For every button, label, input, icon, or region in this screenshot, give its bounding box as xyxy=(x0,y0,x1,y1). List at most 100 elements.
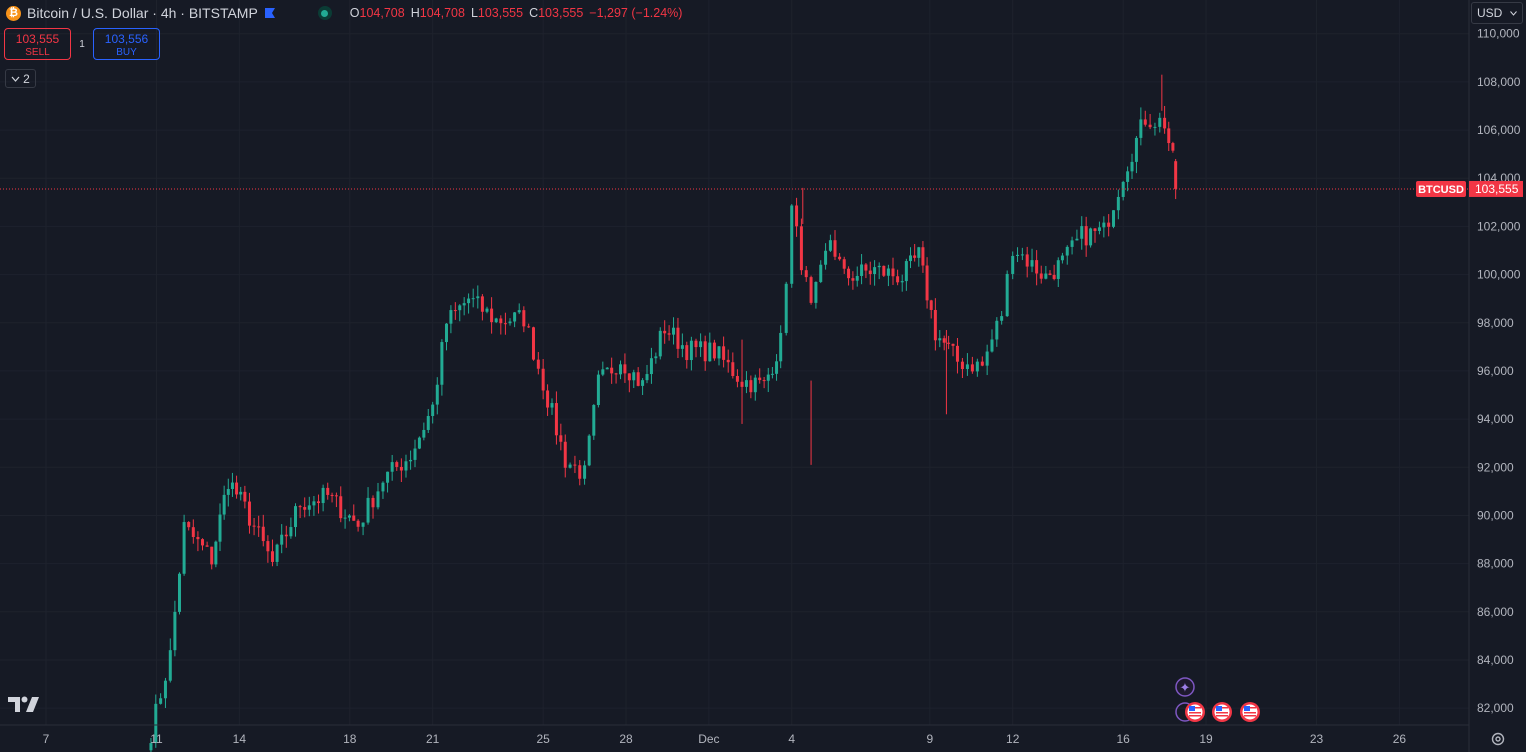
tradingview-logo-icon[interactable] xyxy=(8,695,40,713)
candle-body xyxy=(583,465,587,479)
candle-body xyxy=(266,541,270,552)
ohlc-low-label: L xyxy=(470,6,478,20)
candle-body xyxy=(929,300,933,310)
candle-body xyxy=(766,374,770,381)
sell-button[interactable]: 103,555 SELL xyxy=(4,28,71,60)
currency-select[interactable]: USD xyxy=(1471,2,1523,24)
candle-body xyxy=(541,368,545,391)
candle-body xyxy=(205,545,209,547)
candle-body xyxy=(790,205,794,284)
currency-value: USD xyxy=(1477,6,1503,20)
candle-body xyxy=(163,680,167,699)
candle-body xyxy=(703,341,707,362)
candle-body xyxy=(951,343,955,346)
candle-body xyxy=(770,373,774,375)
x-axis[interactable]: 7 11 14 18 21 25 28 Dec 4 9 12 16 19 23 26 xyxy=(43,732,1407,746)
bitcoin-icon: ₿ xyxy=(6,5,21,21)
buy-button[interactable]: 103,556 BUY xyxy=(93,28,160,60)
candle-body xyxy=(909,255,913,262)
candle-body xyxy=(641,380,645,386)
events-group[interactable]: ✦ xyxy=(1175,677,1260,722)
candle-body xyxy=(257,526,261,528)
indicators-collapse-button[interactable]: 2 xyxy=(5,69,36,88)
candle-body xyxy=(453,310,457,312)
x-tick-label: 7 xyxy=(43,732,50,746)
candle-body xyxy=(596,374,600,406)
candle-body xyxy=(471,298,475,300)
symbol-title[interactable]: Bitcoin / U.S. Dollar · 4h · BITSTAMP xyxy=(27,5,258,21)
candle-body xyxy=(1084,226,1088,246)
candle-body xyxy=(847,268,851,279)
flag-icon[interactable] xyxy=(264,7,276,19)
candle-body xyxy=(187,522,191,528)
candle-body xyxy=(632,372,636,381)
candle-body xyxy=(1048,273,1052,275)
candle-body xyxy=(513,312,517,322)
candle-body xyxy=(676,327,680,349)
candle-body xyxy=(270,551,274,562)
candle-body xyxy=(376,491,380,508)
ohlc-values: O104,708 H104,708 L103,555 C103,555 −1,2… xyxy=(350,6,683,20)
candle-body xyxy=(601,369,605,375)
candle-body xyxy=(921,247,925,266)
candle-body xyxy=(417,437,421,449)
candle-body xyxy=(636,372,640,386)
symbol-label: BTCUSD xyxy=(1418,184,1464,196)
candle-body xyxy=(649,358,653,375)
candle-body xyxy=(1102,222,1106,228)
candle-body xyxy=(833,240,837,257)
candle-body xyxy=(339,496,343,519)
candle-body xyxy=(239,491,243,495)
candle-body xyxy=(431,404,435,417)
candle-body xyxy=(925,265,929,301)
candle-body xyxy=(395,462,399,467)
candle-body xyxy=(842,259,846,269)
candle-body xyxy=(1130,161,1134,172)
ohlc-open-value: 104,708 xyxy=(359,6,405,20)
candle-body xyxy=(508,321,512,324)
x-tick-label: 14 xyxy=(233,732,247,746)
candle-body xyxy=(627,373,631,381)
y-tick-label: 94,000 xyxy=(1477,412,1514,426)
candle-body xyxy=(563,441,567,468)
chart-grid xyxy=(0,0,1469,725)
candle-body xyxy=(527,326,531,328)
candle-body xyxy=(795,205,799,227)
candle-body xyxy=(371,497,375,508)
candle-body xyxy=(1089,228,1093,246)
candle-body xyxy=(814,281,818,303)
candle-body xyxy=(708,342,712,362)
candle-body xyxy=(1020,254,1024,256)
y-axis[interactable]: 82,000 84,000 86,000 88,000 90,000 92,000 94,0… xyxy=(1477,27,1521,715)
candle-body xyxy=(722,346,726,360)
x-tick-label: 11 xyxy=(150,732,163,746)
candle-body xyxy=(1116,196,1120,211)
candle-body xyxy=(201,539,205,546)
settings-icon[interactable] xyxy=(1490,731,1506,747)
candle-body xyxy=(775,361,779,374)
x-tick-label: 16 xyxy=(1117,732,1131,746)
candle-body xyxy=(799,226,803,271)
candle-body xyxy=(891,268,895,277)
candle-body xyxy=(1171,143,1175,151)
candle-body xyxy=(819,264,823,282)
candle-body xyxy=(809,277,813,303)
candle-body xyxy=(1035,260,1039,274)
us-flag-icon xyxy=(1212,702,1232,722)
candle-body xyxy=(913,255,917,258)
candle-body xyxy=(399,466,403,471)
y-tick-label: 108,000 xyxy=(1477,75,1521,89)
candle-body xyxy=(685,345,689,361)
candle-body xyxy=(177,573,181,612)
candle-body xyxy=(860,264,864,276)
candle-body xyxy=(312,501,316,506)
candle-body xyxy=(731,362,735,376)
candle-body xyxy=(1025,254,1029,267)
candle-body xyxy=(904,261,908,282)
candle-body xyxy=(366,497,370,523)
candle-body xyxy=(214,541,218,565)
live-status-icon xyxy=(317,6,332,20)
candle-body xyxy=(503,323,507,325)
candle-body xyxy=(334,495,338,497)
